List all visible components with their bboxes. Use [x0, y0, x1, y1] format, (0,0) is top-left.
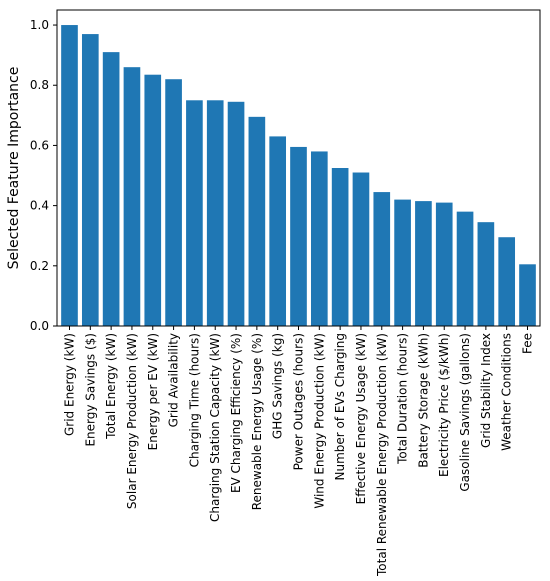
- x-tick-label: Total Duration (hours): [396, 333, 410, 465]
- y-tick-label: 0.0: [30, 319, 49, 333]
- x-tick-label: Grid Energy (kW): [62, 333, 76, 436]
- x-tick-label: Charging Station Capacity (kW): [208, 333, 222, 522]
- y-tick-label: 0.2: [30, 259, 49, 273]
- y-tick-label: 0.4: [30, 199, 49, 213]
- x-tick-label: Wind Energy Production (kW): [312, 333, 326, 509]
- y-axis-label: Selected Feature Importance: [6, 67, 22, 270]
- x-tick-label: Fee: [521, 333, 535, 354]
- bar: [102, 52, 120, 327]
- bar: [477, 222, 495, 326]
- y-tick-label: 1.0: [30, 18, 49, 32]
- bar: [310, 151, 328, 326]
- bar: [248, 116, 266, 326]
- x-tick-label: Charging Time (hours): [187, 333, 201, 467]
- bar: [123, 67, 141, 326]
- x-tick-label: Energy Savings ($): [83, 333, 97, 447]
- plot-frame: [56, 9, 541, 327]
- x-tick-label: Battery Storage (kWh): [416, 333, 430, 468]
- bar: [81, 34, 99, 326]
- bar: [61, 25, 78, 327]
- x-tick-label: Gasoline Savings (gallons): [458, 333, 472, 492]
- bar: [269, 136, 287, 326]
- bars-group: [61, 25, 536, 327]
- x-tick-label: Energy per EV (kW): [146, 333, 160, 450]
- bar: [498, 237, 516, 326]
- x-tick-label: EV Charging Efficiency (%): [229, 333, 243, 493]
- x-tick-label: Renewable Energy Usage (%): [250, 333, 264, 510]
- bar: [144, 74, 162, 326]
- bar: [290, 146, 307, 326]
- bar: [165, 79, 182, 326]
- bar: [227, 101, 245, 327]
- x-tick-label: Total Energy (kW): [104, 333, 118, 440]
- bar: [394, 199, 411, 326]
- x-tick-label: GHG Savings (kg): [271, 333, 285, 439]
- x-tick-label: Number of EVs Charging: [333, 333, 347, 481]
- bar: [331, 168, 349, 326]
- bar: [456, 211, 474, 326]
- x-axis: Grid Energy (kW) Energy Savings ($) Total …: [62, 326, 535, 577]
- x-tick-label: Grid Stability Index: [479, 333, 493, 448]
- x-tick-label: Weather Conditions: [500, 333, 514, 451]
- y-tick-label: 0.8: [30, 78, 49, 92]
- bar: [373, 192, 391, 326]
- bar: [415, 201, 432, 326]
- x-tick-label: Electricity Price ($/kWh): [437, 333, 451, 477]
- bar: [435, 202, 453, 326]
- bar: [519, 264, 536, 326]
- y-tick-label: 0.6: [30, 138, 49, 152]
- x-tick-label: Solar Energy Production (kW): [125, 333, 139, 509]
- x-tick-label: Power Outages (hours): [292, 333, 306, 470]
- x-tick-label: Grid Availability: [167, 333, 181, 427]
- bar: [186, 100, 203, 327]
- x-tick-label: Total Renewable Energy Production (kW): [375, 333, 389, 577]
- bar: [206, 100, 224, 327]
- y-axis: 0.0 0.2 0.4 0.6 0.8 1.0: [30, 18, 57, 333]
- x-tick-label: Effective Energy Usage (kW): [354, 333, 368, 504]
- bar: [352, 172, 370, 326]
